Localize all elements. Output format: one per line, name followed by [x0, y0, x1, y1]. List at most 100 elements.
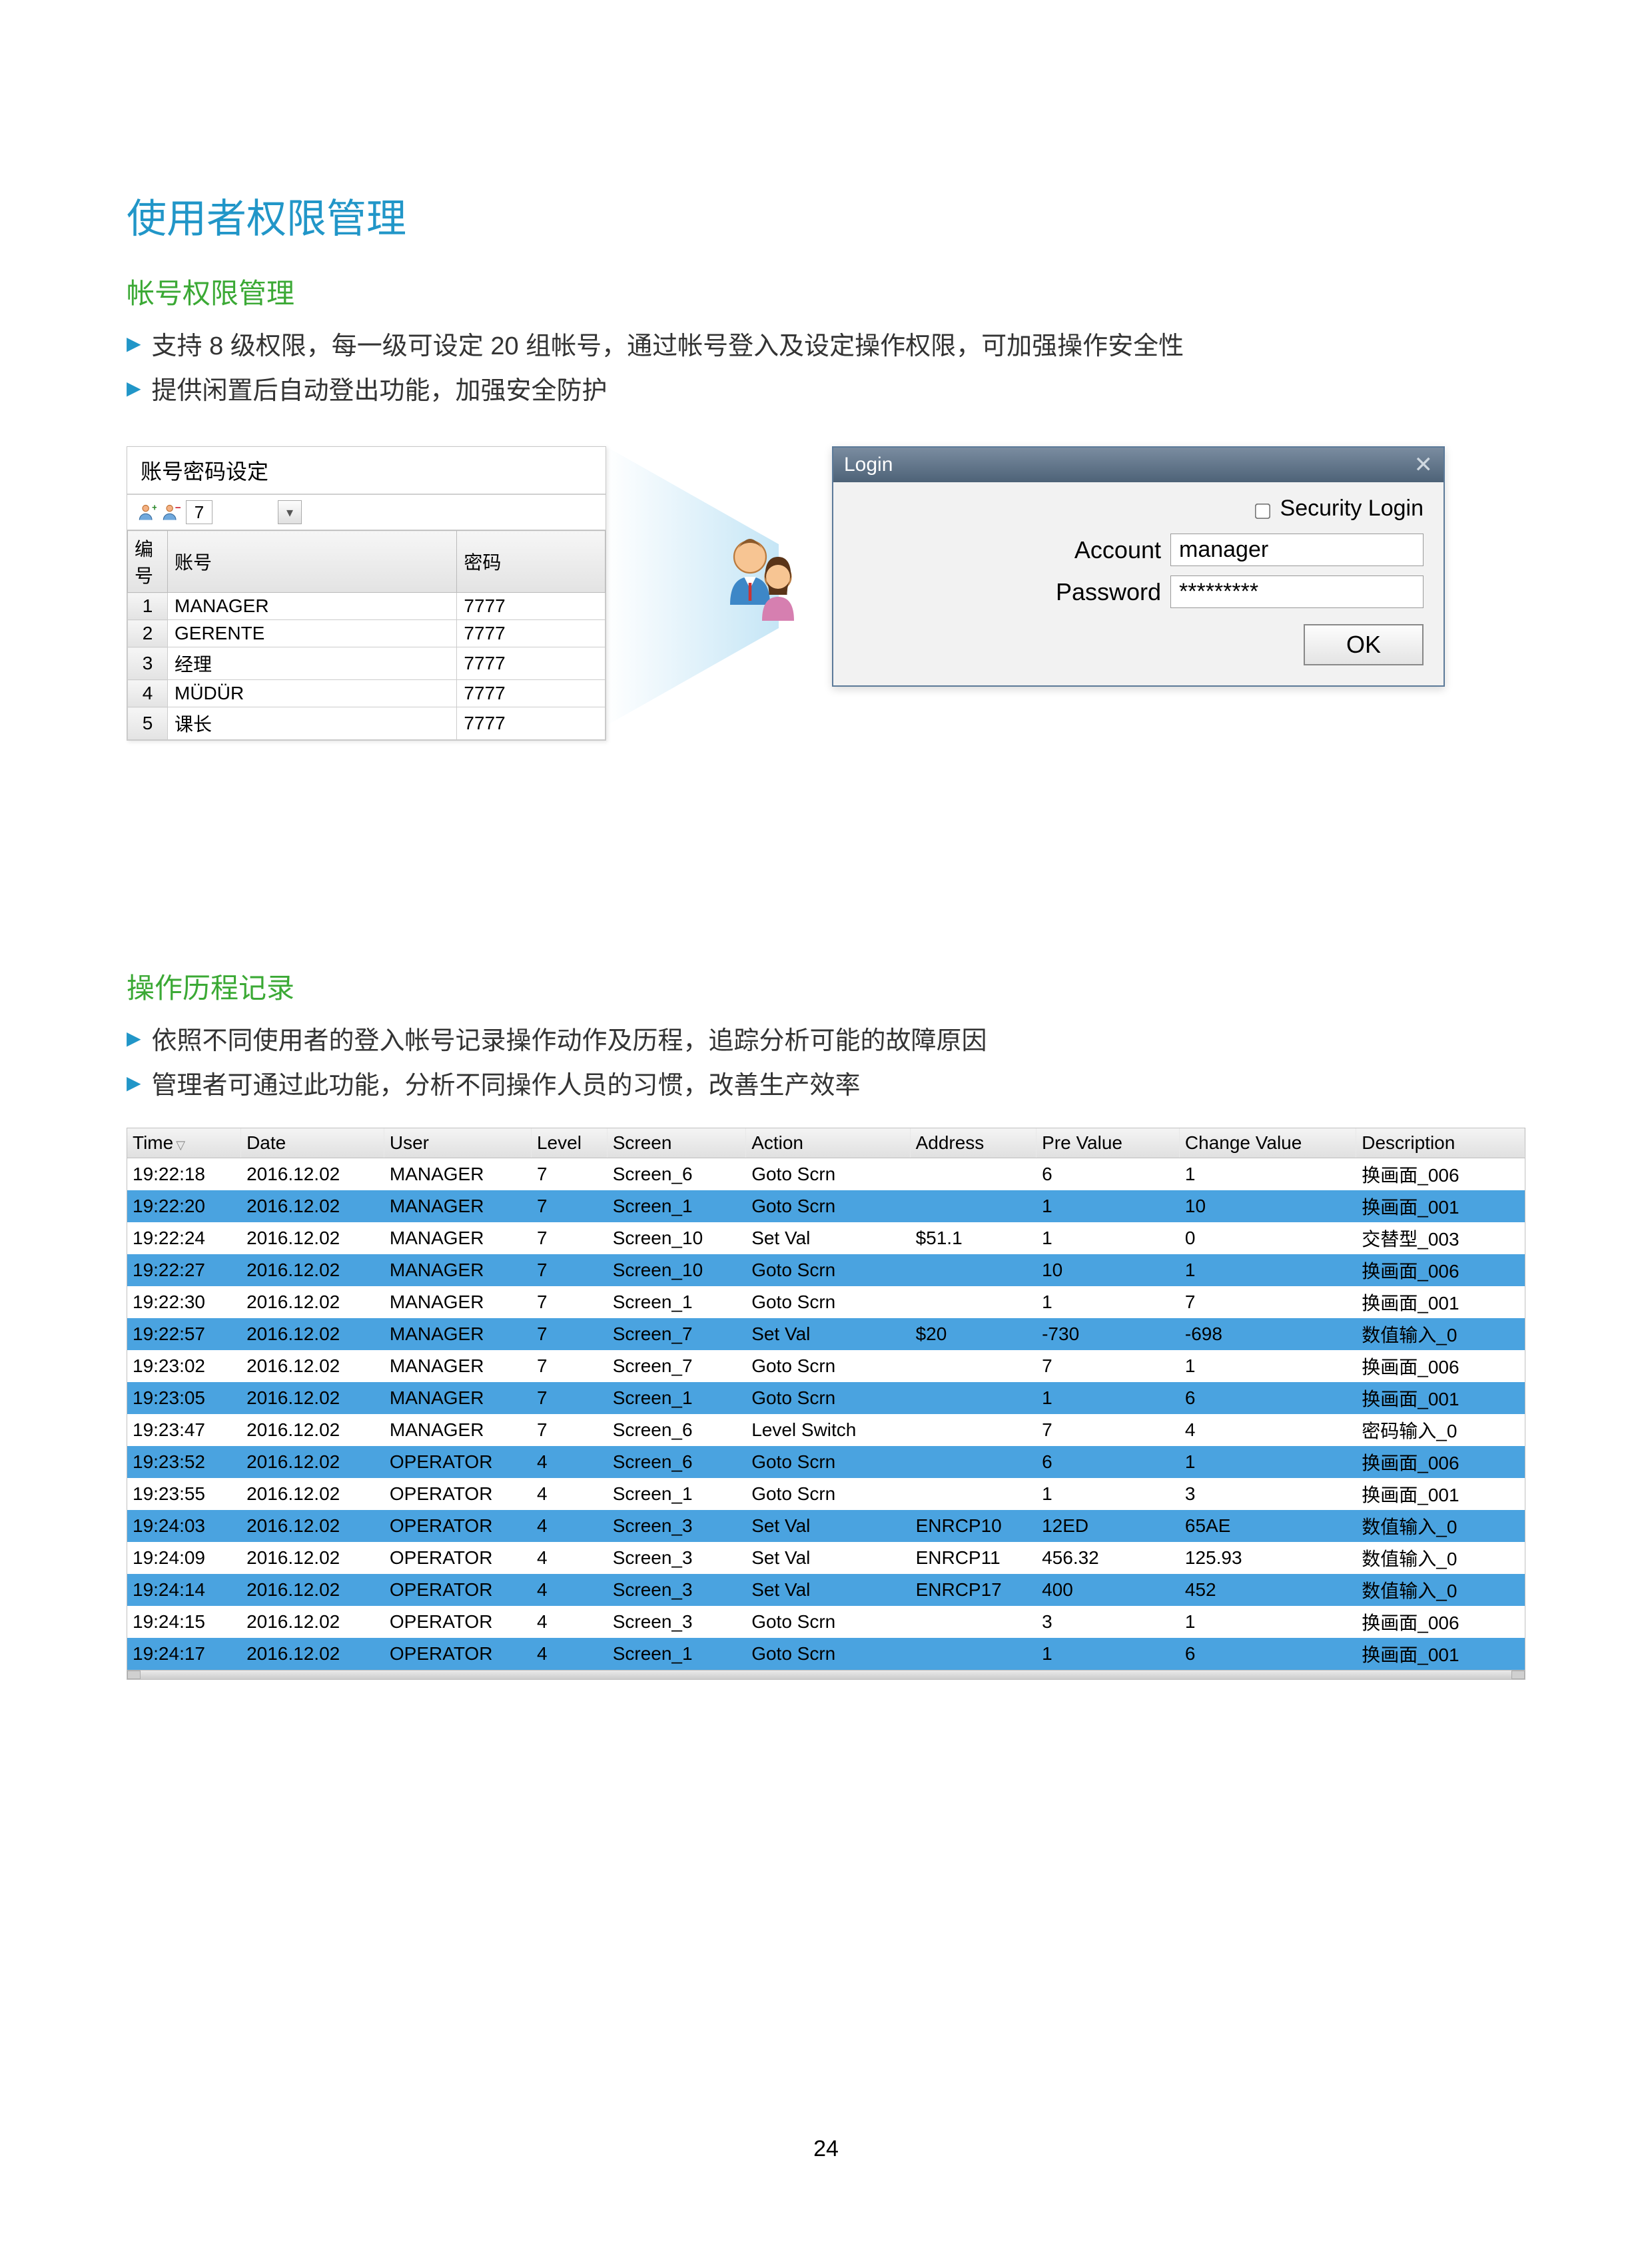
log-cell: Screen_6 [607, 1446, 745, 1478]
accounts-cell: 3 [128, 647, 168, 680]
log-cell [910, 1446, 1036, 1478]
log-row[interactable]: 19:22:242016.12.02MANAGER7Screen_10Set V… [127, 1222, 1525, 1254]
log-cell: 19:24:09 [127, 1542, 241, 1574]
log-header-cell[interactable]: Screen [607, 1128, 745, 1158]
log-cell: OPERATOR [384, 1574, 531, 1606]
close-icon[interactable]: ✕ [1414, 452, 1434, 478]
log-cell: OPERATOR [384, 1446, 531, 1478]
log-row[interactable]: 19:23:052016.12.02MANAGER7Screen_1Goto S… [127, 1382, 1525, 1414]
log-cell: 6 [1036, 1446, 1180, 1478]
log-header-cell[interactable]: Action [746, 1128, 910, 1158]
log-row[interactable]: 19:22:302016.12.02MANAGER7Screen_1Goto S… [127, 1286, 1525, 1318]
svg-text:–: – [175, 503, 181, 514]
log-header-cell[interactable]: Change Value [1179, 1128, 1356, 1158]
security-login-label: Security Login [1280, 496, 1424, 521]
security-checkbox[interactable] [1255, 504, 1270, 519]
log-cell: 19:22:30 [127, 1286, 241, 1318]
wedge-graphic [606, 446, 779, 726]
account-input[interactable]: manager [1170, 534, 1424, 566]
level-dropdown-button[interactable] [278, 500, 302, 524]
log-row[interactable]: 19:22:182016.12.02MANAGER7Screen_6Goto S… [127, 1158, 1525, 1191]
log-header-cell[interactable]: Date [241, 1128, 384, 1158]
log-cell: Screen_3 [607, 1510, 745, 1542]
log-cell: 4 [531, 1542, 607, 1574]
user-plus-icon[interactable]: + [138, 503, 157, 522]
accounts-row[interactable]: 2GERENTE7777 [128, 620, 606, 647]
log-cell: 19:24:03 [127, 1510, 241, 1542]
log-cell: Screen_6 [607, 1158, 745, 1191]
log-header-cell[interactable]: Address [910, 1128, 1036, 1158]
log-cell: 19:22:57 [127, 1318, 241, 1350]
bullet-text: 依照不同使用者的登入帐号记录操作动作及历程，追踪分析可能的故障原因 [152, 1020, 987, 1056]
log-header-cell[interactable]: Description [1356, 1128, 1525, 1158]
log-row[interactable]: 19:24:092016.12.02OPERATOR4Screen_3Set V… [127, 1542, 1525, 1574]
log-cell [910, 1478, 1036, 1510]
log-cell: Set Val [746, 1542, 910, 1574]
log-cell: 6 [1036, 1158, 1180, 1191]
log-row[interactable]: 19:23:472016.12.02MANAGER7Screen_6Level … [127, 1414, 1525, 1446]
log-cell: MANAGER [384, 1350, 531, 1382]
log-cell: Goto Scrn [746, 1446, 910, 1478]
log-cell: 1 [1036, 1190, 1180, 1222]
log-row[interactable]: 19:23:522016.12.02OPERATOR4Screen_6Goto … [127, 1446, 1525, 1478]
log-row[interactable]: 19:24:142016.12.02OPERATOR4Screen_3Set V… [127, 1574, 1525, 1606]
password-panel: 账号密码设定 + – 7 编号账号密码 1MANAGER77772GERENTE… [127, 446, 606, 741]
log-header-cell[interactable]: Level [531, 1128, 607, 1158]
log-row[interactable]: 19:23:022016.12.02MANAGER7Screen_7Goto S… [127, 1350, 1525, 1382]
log-cell: 19:23:47 [127, 1414, 241, 1446]
security-login-checkbox[interactable]: Security Login [853, 496, 1424, 522]
log-cell: 4 [531, 1574, 607, 1606]
log-cell [910, 1606, 1036, 1638]
log-cell: Screen_10 [607, 1254, 745, 1286]
log-row[interactable]: 19:24:172016.12.02OPERATOR4Screen_1Goto … [127, 1638, 1525, 1670]
accounts-cell: 7777 [457, 593, 606, 620]
log-cell [910, 1158, 1036, 1191]
log-cell: 1 [1179, 1350, 1356, 1382]
log-row[interactable]: 19:22:202016.12.02MANAGER7Screen_1Goto S… [127, 1190, 1525, 1222]
section1-bullet: ▶支持 8 级权限，每一级可设定 20 组帐号，通过帐号登入及设定操作权限，可加… [127, 325, 1525, 362]
log-row[interactable]: 19:23:552016.12.02OPERATOR4Screen_1Goto … [127, 1478, 1525, 1510]
horizontal-scrollbar[interactable] [127, 1670, 1525, 1679]
accounts-row[interactable]: 1MANAGER7777 [128, 593, 606, 620]
log-cell: 换画面_001 [1356, 1190, 1525, 1222]
log-cell [910, 1414, 1036, 1446]
level-field[interactable]: 7 [186, 500, 212, 524]
ok-button[interactable]: OK [1304, 624, 1424, 665]
log-cell: Goto Scrn [746, 1606, 910, 1638]
operation-log-table: Time▽DateUserLevelScreenActionAddressPre… [127, 1128, 1525, 1670]
log-cell: Goto Scrn [746, 1190, 910, 1222]
log-cell: 2016.12.02 [241, 1542, 384, 1574]
log-row[interactable]: 19:24:032016.12.02OPERATOR4Screen_3Set V… [127, 1510, 1525, 1542]
log-header-cell[interactable]: Pre Value [1036, 1128, 1180, 1158]
log-cell: Set Val [746, 1574, 910, 1606]
log-row[interactable]: 19:22:572016.12.02MANAGER7Screen_7Set Va… [127, 1318, 1525, 1350]
log-cell: 0 [1179, 1222, 1356, 1254]
accounts-row[interactable]: 5课长7777 [128, 707, 606, 740]
log-row[interactable]: 19:22:272016.12.02MANAGER7Screen_10Goto … [127, 1254, 1525, 1286]
accounts-row[interactable]: 4MÜDÜR7777 [128, 680, 606, 707]
log-header-cell[interactable]: User [384, 1128, 531, 1158]
section2-title: 操作历程记录 [127, 966, 1525, 1006]
accounts-row[interactable]: 3经理7777 [128, 647, 606, 680]
accounts-cell: 7777 [457, 647, 606, 680]
accounts-cell: 4 [128, 680, 168, 707]
section1-bullet: ▶提供闲置后自动登出功能，加强安全防护 [127, 370, 1525, 406]
log-cell: 65AE [1179, 1510, 1356, 1542]
bullet-arrow-icon: ▶ [127, 1072, 141, 1094]
log-row[interactable]: 19:24:152016.12.02OPERATOR4Screen_3Goto … [127, 1606, 1525, 1638]
log-header-cell[interactable]: Time▽ [127, 1128, 241, 1158]
log-cell: Screen_7 [607, 1318, 745, 1350]
accounts-cell: 5 [128, 707, 168, 740]
password-input[interactable]: ********* [1170, 575, 1424, 608]
log-cell: 4 [531, 1510, 607, 1542]
log-cell: 19:22:20 [127, 1190, 241, 1222]
log-cell: 19:23:02 [127, 1350, 241, 1382]
user-minus-icon[interactable]: – [162, 503, 181, 522]
accounts-header-cell: 密码 [457, 531, 606, 593]
log-cell: 换画面_001 [1356, 1286, 1525, 1318]
log-cell: 2016.12.02 [241, 1606, 384, 1638]
log-cell: Screen_3 [607, 1542, 745, 1574]
log-cell: Screen_1 [607, 1286, 745, 1318]
log-cell: 数值输入_0 [1356, 1510, 1525, 1542]
log-cell: Set Val [746, 1318, 910, 1350]
